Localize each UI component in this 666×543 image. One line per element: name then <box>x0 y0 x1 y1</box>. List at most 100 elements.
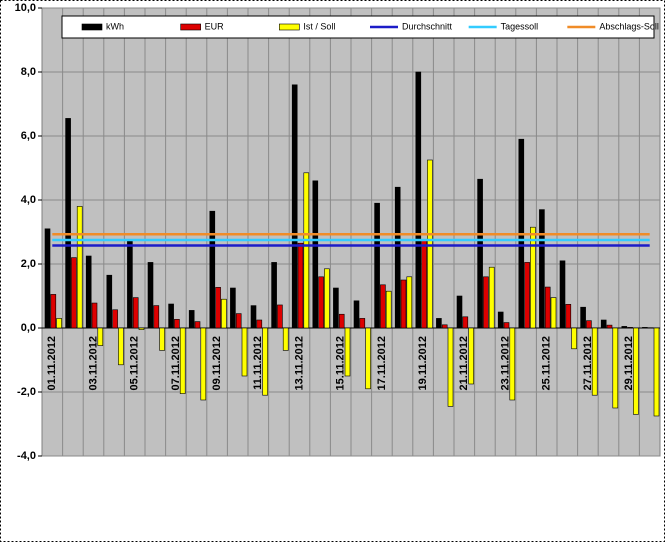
bar <box>591 327 598 396</box>
bar <box>112 309 118 329</box>
legend-label: Durchschnitt <box>402 21 453 31</box>
y-tick-label: 0,0 <box>21 322 36 334</box>
bar <box>530 226 536 329</box>
bar <box>56 318 62 329</box>
x-tick-label: 25.11.2012 <box>541 336 553 390</box>
bar <box>456 295 463 329</box>
bar <box>76 206 83 329</box>
y-tick-label: -2,0 <box>17 386 36 398</box>
bar <box>179 327 186 394</box>
bar <box>544 286 551 329</box>
x-tick-label: 23.11.2012 <box>499 336 511 390</box>
bar <box>421 239 427 329</box>
bar <box>477 178 483 329</box>
x-tick-label: 05.11.2012 <box>129 336 141 390</box>
bar <box>580 306 586 329</box>
y-tick-label: 6,0 <box>21 130 36 142</box>
bar <box>159 327 165 351</box>
bar <box>118 327 124 366</box>
bar <box>380 284 386 329</box>
bar <box>385 290 392 329</box>
bar <box>627 327 633 329</box>
bar <box>509 327 516 401</box>
bar <box>277 304 283 329</box>
bar <box>436 318 442 329</box>
bar <box>71 257 77 329</box>
x-tick-label: 15.11.2012 <box>335 336 347 390</box>
bar <box>621 326 628 329</box>
legend-label: kWh <box>106 21 124 31</box>
bar <box>600 319 607 329</box>
legend-label: Abschlags-Soll <box>599 21 659 31</box>
bar <box>447 327 454 407</box>
bar <box>91 302 98 329</box>
bar <box>488 266 495 329</box>
y-tick-label: 2,0 <box>21 258 36 270</box>
bar <box>174 319 180 329</box>
bar <box>297 242 304 329</box>
x-tick-label: 13.11.2012 <box>293 336 305 390</box>
y-tick-label: 4,0 <box>21 194 36 206</box>
bar <box>497 311 504 329</box>
x-tick-label: 19.11.2012 <box>417 336 429 390</box>
bar <box>503 322 510 329</box>
bar <box>194 321 201 329</box>
bar <box>468 327 474 385</box>
bar <box>571 327 577 350</box>
bar <box>241 327 248 377</box>
bar <box>215 287 221 329</box>
bar <box>132 297 139 329</box>
bar <box>147 262 154 329</box>
bar <box>353 300 360 329</box>
x-tick-label: 27.11.2012 <box>582 336 594 390</box>
bar <box>586 320 592 329</box>
bar <box>524 262 530 329</box>
bar <box>44 228 51 329</box>
bar <box>550 297 557 329</box>
bar <box>324 268 330 329</box>
bar <box>441 324 448 329</box>
x-tick-label: 11.11.2012 <box>252 336 264 390</box>
x-tick-label: 07.11.2012 <box>170 336 182 390</box>
bar <box>303 172 310 329</box>
bar <box>209 210 216 329</box>
bar <box>230 287 236 329</box>
bar <box>138 327 145 330</box>
bar <box>406 276 413 329</box>
bar <box>365 327 371 390</box>
legend-swatch <box>279 23 300 31</box>
bar <box>462 316 469 329</box>
bar <box>633 327 639 415</box>
bar <box>333 287 339 329</box>
bar <box>359 318 366 329</box>
legend-swatch <box>81 23 103 31</box>
bar <box>559 260 566 329</box>
bar <box>344 327 351 377</box>
bar <box>106 274 113 329</box>
bar <box>85 255 92 329</box>
bar <box>427 159 433 329</box>
bar <box>291 84 298 329</box>
legend-swatch <box>180 23 201 31</box>
bar <box>318 276 324 329</box>
y-tick-label: 10,0 <box>15 2 36 14</box>
bar <box>539 209 545 329</box>
bar <box>235 313 242 329</box>
bar <box>221 298 227 329</box>
bar <box>400 279 407 329</box>
bar <box>153 305 160 329</box>
bar <box>200 327 207 401</box>
bar <box>262 327 268 396</box>
legend: kWh EUR Ist / Soll Durchschnitt Tagessoll Abs… <box>61 15 659 39</box>
bar <box>271 262 277 329</box>
legend-label: Tagessoll <box>501 21 539 31</box>
bar <box>127 239 133 329</box>
bar <box>338 313 345 329</box>
bar <box>415 71 422 329</box>
bar <box>188 310 195 329</box>
bar <box>483 276 489 329</box>
bar <box>282 327 289 351</box>
bar <box>250 305 257 329</box>
